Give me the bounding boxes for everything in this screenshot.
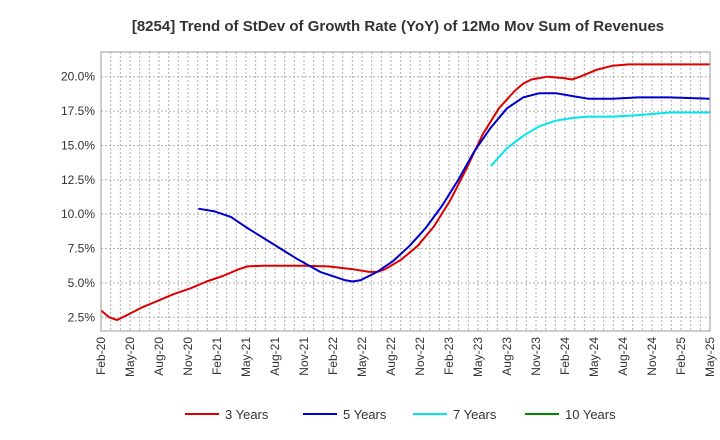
y-tick-label: 5.0% — [68, 276, 96, 290]
series-line-7-years — [491, 113, 710, 167]
legend-label: 5 Years — [343, 407, 387, 422]
x-tick-label: Feb-24 — [558, 337, 572, 375]
x-tick-label: Feb-25 — [674, 337, 688, 375]
x-tick-label: May-25 — [703, 337, 717, 377]
x-tick-label: Nov-21 — [297, 337, 311, 376]
legend-label: 3 Years — [225, 407, 269, 422]
y-tick-label: 12.5% — [61, 173, 95, 187]
legend: 3 Years 5 Years 7 Years 10 Years — [185, 407, 616, 422]
series-line-3-years — [101, 64, 710, 320]
x-tick-label: Aug-22 — [384, 337, 398, 376]
y-tick-label: 2.5% — [68, 310, 96, 324]
x-tick-label: Aug-24 — [616, 337, 630, 376]
chart-title: [8254] Trend of StDev of Growth Rate (Yo… — [132, 18, 664, 35]
y-tick-label: 15.0% — [61, 138, 95, 152]
x-tick-label: Aug-21 — [268, 337, 282, 376]
y-tick-label: 10.0% — [61, 207, 95, 221]
plot-frame — [101, 52, 710, 331]
x-tick-label: Aug-20 — [152, 337, 166, 376]
x-tick-label: May-23 — [471, 337, 485, 377]
x-tick-label: Aug-23 — [500, 337, 514, 376]
legend-label: 7 Years — [453, 407, 497, 422]
grid — [101, 52, 710, 331]
x-tick-label: May-21 — [239, 337, 253, 377]
x-tick-label: Nov-22 — [413, 337, 427, 376]
y-tick-label: 20.0% — [61, 70, 95, 84]
x-axis: Feb-20 May-20 Aug-20 Nov-20 Feb-21 May-21 Aug-… — [94, 337, 717, 377]
x-tick-label: Nov-20 — [181, 337, 195, 376]
x-tick-label: Feb-23 — [442, 337, 456, 375]
x-tick-label: May-20 — [123, 337, 137, 377]
chart: [8254] Trend of StDev of Growth Rate (Yo… — [0, 0, 720, 440]
series-group — [101, 64, 710, 320]
x-tick-label: Nov-24 — [645, 337, 659, 376]
x-tick-label: May-24 — [587, 337, 601, 377]
y-tick-label: 7.5% — [68, 242, 96, 256]
y-tick-label: 17.5% — [61, 104, 95, 118]
x-tick-label: Feb-22 — [326, 337, 340, 375]
legend-label: 10 Years — [565, 407, 616, 422]
x-tick-label: Feb-20 — [94, 337, 108, 375]
y-axis: 2.5% 5.0% 7.5% 10.0% 12.5% 15.0% 17.5% 20.0% — [61, 70, 95, 325]
x-tick-label: Nov-23 — [529, 337, 543, 376]
x-tick-label: May-22 — [355, 337, 369, 377]
x-tick-label: Feb-21 — [210, 337, 224, 375]
